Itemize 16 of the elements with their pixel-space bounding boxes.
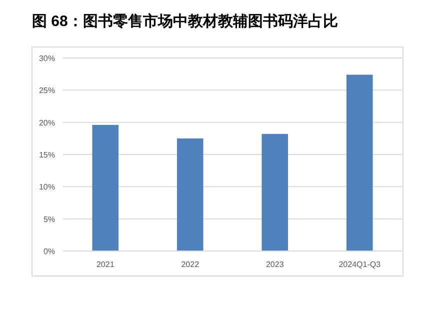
y-tick-label: 10% <box>38 182 55 192</box>
y-tick-label: 0% <box>43 247 55 256</box>
bar <box>262 134 288 251</box>
bar <box>176 138 204 251</box>
x-tick-label: 2024Q1-Q3 <box>338 260 382 269</box>
x-tick-label: 2021 <box>96 260 115 269</box>
y-tick-label: 25% <box>38 86 55 96</box>
chart-title: 图 68：图书零售市场中教材教辅图书码洋占比 <box>32 12 338 30</box>
bar <box>92 124 119 251</box>
y-tick-label: 15% <box>38 150 55 160</box>
y-tick-label: 5% <box>43 214 55 224</box>
bar <box>346 74 373 251</box>
y-tick-label: 20% <box>38 118 55 128</box>
y-tick-label: 30% <box>38 54 55 63</box>
x-tick-label: 2023 <box>266 260 284 269</box>
x-tick-label: 2022 <box>181 260 200 269</box>
